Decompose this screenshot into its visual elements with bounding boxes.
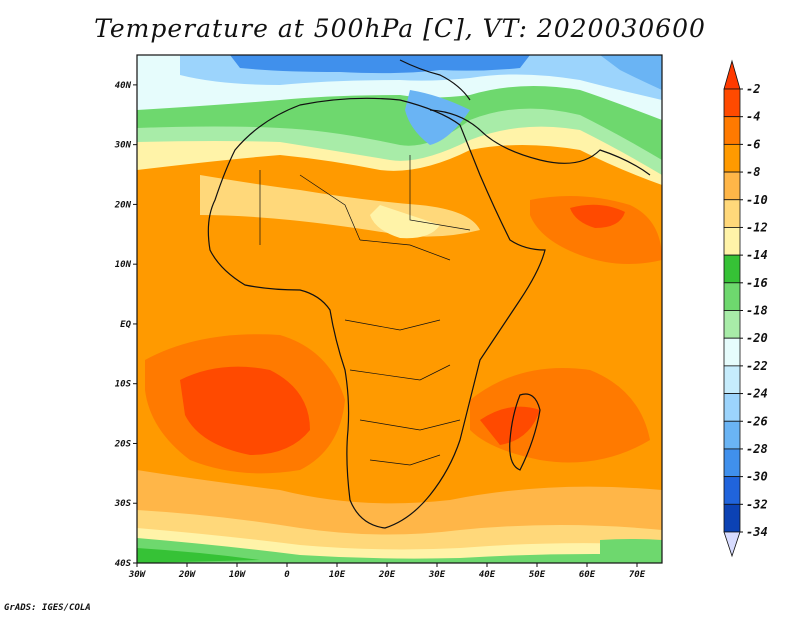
lon-tick-label: 60E <box>579 570 596 580</box>
colorbar-segment <box>723 171 741 201</box>
colorbar-label: -30 <box>746 470 768 484</box>
colorbar-segment <box>723 448 741 478</box>
lat-tick-label: 20S <box>114 439 132 449</box>
colorbar-label: -4 <box>746 110 760 124</box>
longitude-axis: 30W 20W 10W 0 10E 20E 30E 40E 50E 60E 70E <box>128 563 646 580</box>
lat-tick-label: 10N <box>115 260 132 270</box>
colorbar-segment <box>723 310 741 339</box>
chart-title: Temperature at 500hPa [C], VT: 202003060… <box>94 14 706 43</box>
colorbar-segment <box>723 337 741 367</box>
lon-tick-label: 50E <box>529 570 546 580</box>
colorbar-label: -2 <box>746 82 760 96</box>
colorbar-label: -22 <box>746 359 768 373</box>
colorbar-label: -14 <box>746 248 768 262</box>
colorbar-label: -32 <box>746 497 768 511</box>
colorbar-segment <box>723 254 741 284</box>
colorbar-label: -6 <box>746 137 760 151</box>
colorbar-segment <box>723 365 741 394</box>
colorbar-bottom-arrow <box>723 531 741 558</box>
colorbar-label: -16 <box>746 276 768 290</box>
lon-tick-label: 10W <box>229 570 247 580</box>
lat-tick-label: 40S <box>115 559 132 569</box>
colorbar-segment <box>723 116 741 145</box>
lon-tick-label: 40E <box>479 570 496 580</box>
colorbar-segment <box>723 88 741 118</box>
colorbar-label: -34 <box>746 525 768 539</box>
latitude-axis: 40N 30N 20N 10N EQ 10S 20S 30S 40S <box>114 81 137 569</box>
lon-tick-label: 30E <box>428 570 446 580</box>
lat-tick-label: 10S <box>115 380 132 390</box>
temperature-field <box>137 55 662 563</box>
lat-tick-label: 30N <box>114 141 132 151</box>
colorbar-label: -18 <box>746 304 768 318</box>
lon-tick-label: 10E <box>329 570 346 580</box>
colorbar-label: -10 <box>746 193 768 207</box>
lon-tick-label: 30W <box>128 570 147 580</box>
colorbar-segment <box>723 476 741 505</box>
colorbar-segment <box>723 420 741 450</box>
colorbar-segment <box>723 503 741 533</box>
lon-tick-label: 20W <box>178 570 197 580</box>
colorbar-segment <box>723 393 741 422</box>
colorbar-label: -28 <box>746 442 768 456</box>
colorbar-label: -20 <box>746 331 768 345</box>
colorbar-top-arrow <box>723 59 741 90</box>
colorbar: -2 -4 -6 -8 -10 -12 -14 -16 -18 -20 -22 -24 -26 -28 -3… <box>723 59 768 558</box>
lat-tick-label: 20N <box>114 200 132 210</box>
lat-tick-label: 30S <box>114 499 132 509</box>
grads-credit: GrADS: IGES/COLA <box>4 603 91 613</box>
colorbar-segment <box>723 227 741 256</box>
colorbar-segment <box>723 199 741 228</box>
lon-tick-label: 20E <box>378 570 396 580</box>
map-frame <box>136 54 663 564</box>
colorbar-label: -12 <box>746 220 768 234</box>
lon-tick-label: 0 <box>284 570 290 580</box>
colorbar-label: -24 <box>746 387 768 401</box>
colorbar-segment <box>723 143 741 173</box>
lat-tick-label: 40N <box>115 81 132 91</box>
lat-tick-label: EQ <box>120 320 131 330</box>
lon-tick-label: 70E <box>629 570 646 580</box>
colorbar-label: -8 <box>746 165 760 179</box>
colorbar-label: -26 <box>746 414 768 428</box>
colorbar-segment <box>723 282 741 311</box>
